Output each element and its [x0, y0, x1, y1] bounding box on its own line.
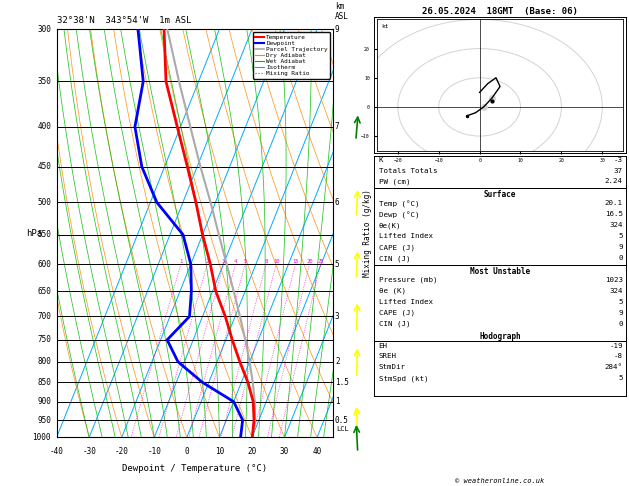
Text: 7: 7 [335, 122, 340, 131]
Text: 450: 450 [37, 162, 51, 171]
Text: 900: 900 [37, 397, 51, 406]
Text: km
ASL: km ASL [335, 1, 349, 21]
Text: 10: 10 [214, 447, 224, 456]
Text: 26.05.2024  18GMT  (Base: 06): 26.05.2024 18GMT (Base: 06) [422, 6, 578, 16]
Text: © weatheronline.co.uk: © weatheronline.co.uk [455, 478, 545, 484]
Text: 850: 850 [37, 378, 51, 387]
Text: 2: 2 [335, 357, 340, 366]
Text: 25: 25 [318, 259, 324, 264]
Text: 16.5: 16.5 [604, 211, 623, 217]
Text: K: K [379, 156, 383, 163]
Text: 30: 30 [280, 447, 289, 456]
Text: Dewp (°C): Dewp (°C) [379, 211, 419, 219]
Text: 5: 5 [618, 233, 623, 239]
Text: -30: -30 [82, 447, 96, 456]
Text: Surface: Surface [484, 190, 516, 199]
Text: 1: 1 [179, 259, 182, 264]
Text: -10: -10 [147, 447, 161, 456]
Text: 4: 4 [234, 259, 237, 264]
Text: 324: 324 [610, 222, 623, 228]
Text: 2.24: 2.24 [604, 178, 623, 185]
Text: 550: 550 [37, 230, 51, 239]
Text: 324: 324 [610, 288, 623, 294]
Text: 5: 5 [335, 260, 340, 269]
Text: 1: 1 [335, 397, 340, 406]
Text: -20: -20 [115, 447, 129, 456]
Text: 1000: 1000 [33, 433, 51, 442]
Text: 600: 600 [37, 260, 51, 269]
Text: hPa: hPa [26, 229, 43, 238]
Text: 284°: 284° [604, 364, 623, 370]
Text: 350: 350 [37, 77, 51, 86]
Text: Dewpoint / Temperature (°C): Dewpoint / Temperature (°C) [123, 464, 267, 473]
Text: 0.5: 0.5 [335, 416, 349, 424]
Text: 2: 2 [206, 259, 209, 264]
Text: 1.5: 1.5 [335, 378, 349, 387]
Text: 0: 0 [618, 255, 623, 261]
Text: -19: -19 [610, 343, 623, 348]
Text: 20: 20 [306, 259, 313, 264]
Text: 0: 0 [618, 321, 623, 327]
Text: Temp (°C): Temp (°C) [379, 200, 419, 208]
Text: 5: 5 [618, 375, 623, 382]
Text: Mixing Ratio (g/kg): Mixing Ratio (g/kg) [364, 190, 372, 277]
Text: CIN (J): CIN (J) [379, 321, 410, 327]
Text: Lifted Index: Lifted Index [379, 299, 433, 305]
Text: 700: 700 [37, 312, 51, 321]
Text: Most Unstable: Most Unstable [470, 266, 530, 276]
Text: 40: 40 [313, 447, 321, 456]
Text: 300: 300 [37, 25, 51, 34]
Text: 0: 0 [184, 447, 189, 456]
Text: kt: kt [381, 24, 389, 29]
Text: -8: -8 [614, 353, 623, 360]
Text: CAPE (J): CAPE (J) [379, 310, 415, 316]
Text: 20.1: 20.1 [604, 200, 623, 207]
Text: CAPE (J): CAPE (J) [379, 244, 415, 251]
Text: 8: 8 [264, 259, 267, 264]
Text: 10: 10 [273, 259, 279, 264]
Text: -40: -40 [50, 447, 64, 456]
Text: 1023: 1023 [604, 277, 623, 283]
Text: 950: 950 [37, 416, 51, 424]
Text: 20: 20 [247, 447, 257, 456]
Text: 3: 3 [222, 259, 225, 264]
Text: 500: 500 [37, 198, 51, 207]
Text: 3: 3 [335, 312, 340, 321]
Text: 5: 5 [618, 299, 623, 305]
Text: LCL: LCL [336, 426, 349, 432]
Text: 800: 800 [37, 357, 51, 366]
Text: SREH: SREH [379, 353, 397, 360]
Legend: Temperature, Dewpoint, Parcel Trajectory, Dry Adiabat, Wet Adiabat, Isotherm, Mi: Temperature, Dewpoint, Parcel Trajectory… [253, 32, 330, 79]
Text: 6: 6 [335, 198, 340, 207]
Text: θe(K): θe(K) [379, 222, 401, 229]
Text: EH: EH [379, 343, 387, 348]
Text: StmDir: StmDir [379, 364, 406, 370]
Text: 32°38'N  343°54'W  1m ASL: 32°38'N 343°54'W 1m ASL [57, 16, 191, 25]
Text: -3: -3 [614, 156, 623, 163]
Text: Hodograph: Hodograph [479, 332, 521, 341]
Text: 15: 15 [292, 259, 299, 264]
Text: 37: 37 [614, 168, 623, 174]
Text: Totals Totals: Totals Totals [379, 168, 437, 174]
Text: 400: 400 [37, 122, 51, 131]
Text: Pressure (mb): Pressure (mb) [379, 277, 437, 283]
Text: 9: 9 [618, 310, 623, 316]
Text: PW (cm): PW (cm) [379, 178, 410, 185]
Text: Lifted Index: Lifted Index [379, 233, 433, 239]
Text: 750: 750 [37, 335, 51, 345]
Text: StmSpd (kt): StmSpd (kt) [379, 375, 428, 382]
Text: 9: 9 [618, 244, 623, 250]
Text: 5: 5 [243, 259, 247, 264]
Text: 650: 650 [37, 287, 51, 296]
Text: 9: 9 [335, 25, 340, 34]
Text: θe (K): θe (K) [379, 288, 406, 295]
Text: CIN (J): CIN (J) [379, 255, 410, 261]
